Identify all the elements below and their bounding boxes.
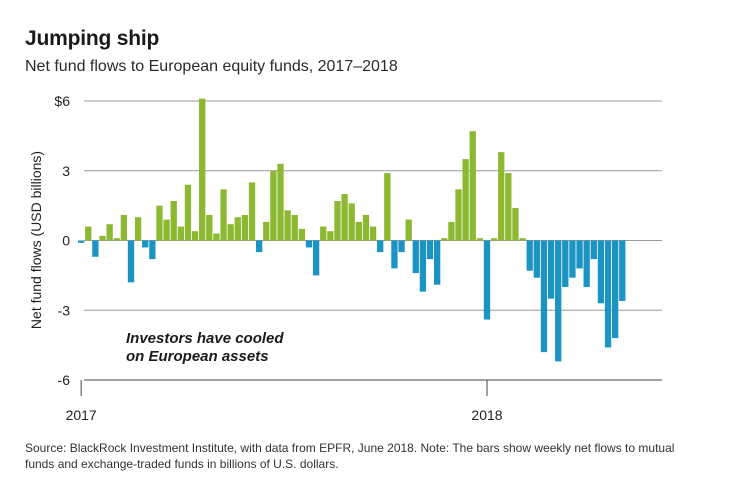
bar: [426, 240, 434, 260]
y-tick-label: 3: [62, 163, 70, 179]
bar: [547, 240, 555, 299]
bar: [99, 235, 106, 241]
y-axis-label: Net fund flows (USD billions): [28, 151, 44, 329]
bar: [156, 205, 163, 241]
bar: [284, 210, 291, 241]
bar: [377, 240, 384, 253]
bar: [505, 173, 512, 241]
bar: [604, 240, 612, 348]
bar: [576, 240, 583, 269]
bar: [391, 240, 398, 269]
bar: [305, 240, 313, 248]
bar: [241, 214, 249, 241]
bar: [455, 189, 462, 241]
bar: [540, 240, 548, 353]
bar: [92, 240, 99, 257]
y-tick-label: -3: [58, 302, 71, 318]
bar: [519, 238, 526, 241]
bar: [533, 240, 540, 278]
bar: [405, 219, 412, 241]
grid-lines: $6 3 0 -3 -6: [54, 93, 662, 388]
bar: [270, 170, 277, 241]
bar: [163, 219, 170, 241]
bar: [177, 226, 184, 241]
bar: [384, 173, 391, 241]
bar: [191, 231, 199, 241]
bar: [120, 214, 128, 241]
bar: [498, 152, 505, 241]
bar: [170, 200, 177, 241]
bar: [348, 203, 355, 241]
y-tick-label: 0: [62, 233, 70, 249]
bar: [263, 221, 270, 241]
bar: [327, 231, 334, 241]
bar: [434, 240, 441, 285]
bar: [213, 233, 220, 241]
bar: [277, 163, 284, 241]
bar: [220, 189, 227, 241]
y-tick-label: -6: [58, 372, 71, 388]
bar: [134, 217, 142, 241]
bar: [85, 226, 92, 241]
bar: [490, 238, 498, 241]
y-tick-label: $6: [54, 93, 70, 109]
bar: [526, 240, 533, 271]
chart-title: Jumping ship: [25, 27, 160, 50]
bar: [341, 194, 348, 241]
bar: [612, 240, 619, 339]
bar: [312, 240, 320, 276]
bar: [398, 240, 405, 253]
bar: [355, 221, 362, 241]
bar: [619, 240, 626, 301]
bar: [562, 240, 569, 287]
bar: [512, 207, 519, 241]
bar: [298, 228, 306, 241]
bar: [142, 240, 149, 248]
bar: [127, 240, 135, 283]
chart-subtitle: Net fund flows to European equity funds,…: [25, 58, 398, 75]
bar: [441, 238, 448, 241]
bar: [369, 226, 377, 241]
bar: [78, 240, 85, 243]
bar: [476, 238, 484, 241]
bar: [334, 200, 341, 241]
bar: [483, 240, 491, 320]
bar: [291, 214, 298, 241]
bar: [106, 224, 113, 241]
bar: [227, 224, 234, 241]
bar: [583, 240, 590, 287]
bar: [448, 221, 455, 241]
bar: [206, 214, 213, 241]
axis: 2017 2018: [66, 379, 662, 423]
bar: [149, 240, 156, 260]
bar: [320, 226, 327, 241]
bar: [199, 98, 206, 241]
bar: [590, 240, 597, 260]
bar: [234, 217, 241, 241]
bar: [569, 240, 576, 278]
bars: [78, 98, 626, 362]
bar: [248, 182, 256, 241]
bar: [419, 240, 427, 292]
bar: [412, 240, 419, 274]
bar: [362, 214, 370, 241]
x-tick-label: 2017: [66, 407, 97, 423]
annotation-line-1: Investors have cooled: [126, 330, 284, 347]
source-note: Source: BlackRock Investment Institute, …: [25, 441, 675, 471]
x-tick-label: 2018: [471, 407, 502, 423]
bar: [597, 240, 605, 304]
bar: [113, 238, 120, 241]
annotation-line-2: on European assets: [126, 348, 269, 365]
bar: [555, 240, 562, 362]
bar: [256, 240, 263, 253]
bar: [184, 184, 192, 241]
bar: [469, 131, 476, 241]
bar: [462, 159, 469, 241]
